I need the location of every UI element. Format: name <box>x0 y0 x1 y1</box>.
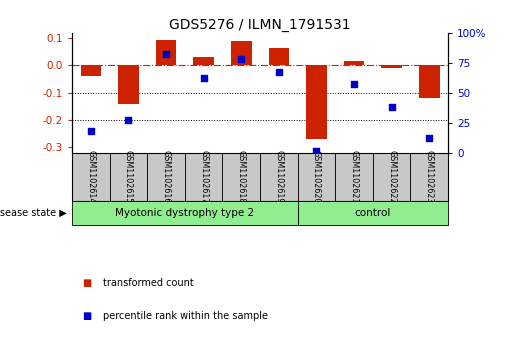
Text: GSM1102616: GSM1102616 <box>162 150 170 204</box>
Bar <box>268 48 289 65</box>
Text: ■: ■ <box>82 278 92 288</box>
Point <box>275 69 283 75</box>
Text: GSM1102622: GSM1102622 <box>387 150 396 204</box>
Bar <box>110 153 147 201</box>
Point <box>237 56 245 62</box>
Point <box>388 104 396 110</box>
Text: control: control <box>355 208 391 218</box>
Point <box>162 52 170 57</box>
Title: GDS5276 / ILMN_1791531: GDS5276 / ILMN_1791531 <box>169 18 351 32</box>
Bar <box>118 65 139 104</box>
Point <box>87 128 95 134</box>
Point <box>312 148 320 154</box>
Point <box>350 81 358 87</box>
Text: GSM1102621: GSM1102621 <box>350 150 358 204</box>
Text: GSM1102615: GSM1102615 <box>124 150 133 204</box>
Bar <box>410 153 448 201</box>
Point <box>425 135 434 141</box>
Bar <box>156 40 177 65</box>
Bar <box>222 153 260 201</box>
Text: GSM1102623: GSM1102623 <box>425 150 434 204</box>
Text: ■: ■ <box>82 311 92 321</box>
Bar <box>344 61 365 65</box>
Bar <box>193 57 214 65</box>
Bar <box>231 41 252 65</box>
Text: percentile rank within the sample: percentile rank within the sample <box>103 311 268 321</box>
Text: transformed count: transformed count <box>103 278 194 288</box>
Point <box>125 118 133 123</box>
Bar <box>185 153 222 201</box>
Text: GSM1102618: GSM1102618 <box>237 150 246 204</box>
Point <box>200 76 208 81</box>
Bar <box>335 153 373 201</box>
Bar <box>419 65 440 98</box>
Bar <box>72 153 110 201</box>
Text: disease state ▶: disease state ▶ <box>0 208 67 218</box>
Text: GSM1102620: GSM1102620 <box>312 150 321 204</box>
Bar <box>373 153 410 201</box>
Text: GSM1102617: GSM1102617 <box>199 150 208 204</box>
Bar <box>147 153 185 201</box>
Bar <box>381 65 402 68</box>
Text: GSM1102614: GSM1102614 <box>87 150 95 204</box>
Bar <box>72 201 298 225</box>
Bar <box>298 153 335 201</box>
Text: Myotonic dystrophy type 2: Myotonic dystrophy type 2 <box>115 208 254 218</box>
Bar <box>80 65 101 76</box>
Bar <box>298 201 448 225</box>
Bar <box>306 65 327 139</box>
Text: GSM1102619: GSM1102619 <box>274 150 283 204</box>
Bar <box>260 153 298 201</box>
